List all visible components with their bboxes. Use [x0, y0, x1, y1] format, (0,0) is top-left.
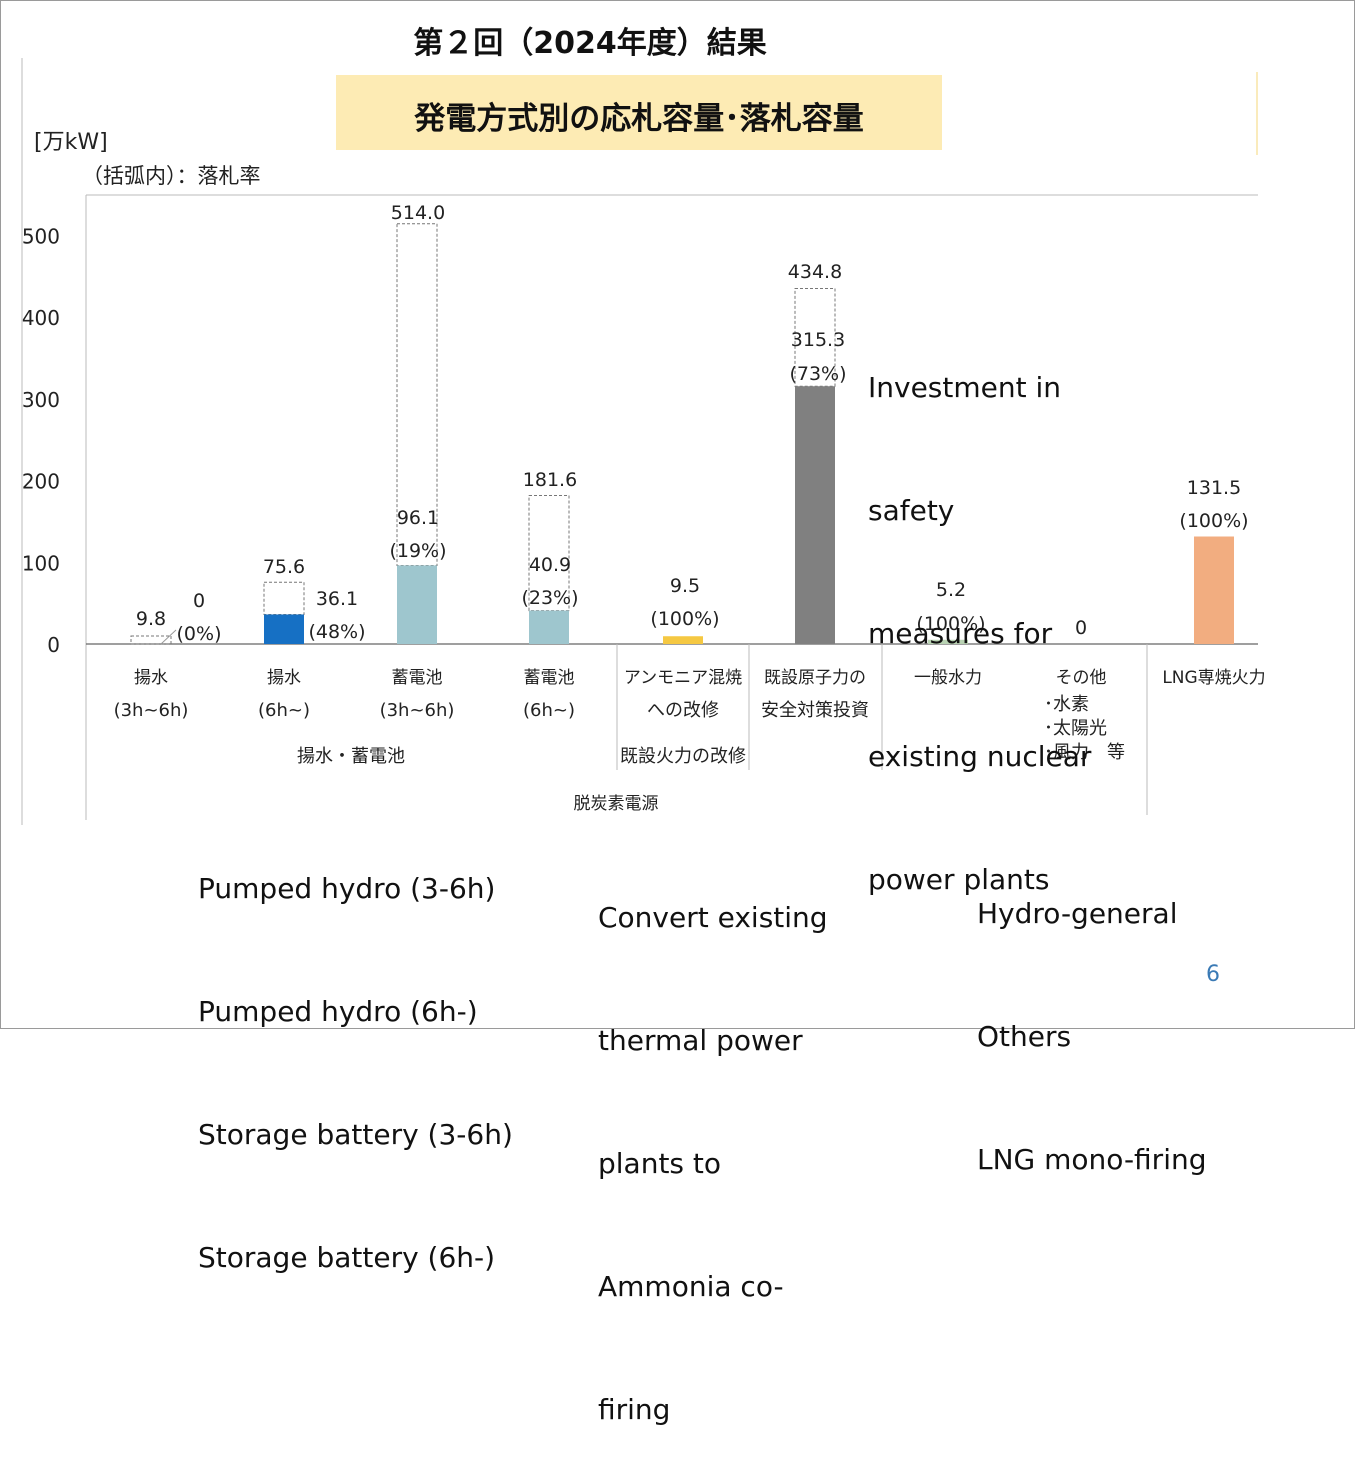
award-rate-label: (48%) [308, 621, 365, 643]
annotation-line: Ammonia co- [598, 1270, 784, 1303]
annotation-line: Storage battery (3-6h) [198, 1118, 513, 1151]
award-rate-label: (23%) [521, 587, 578, 609]
category-label: その他 [1056, 668, 1107, 688]
annotation-line: firing [598, 1393, 671, 1426]
annotation-line: measures for [868, 617, 1053, 650]
category-label: (3h~6h) [114, 700, 189, 721]
category-label: 蓄電池 [392, 668, 443, 688]
award-rate-label: (100%) [916, 613, 985, 635]
page-number: 6 [1206, 962, 1220, 987]
group-label: 揚水・蓄電池 [297, 746, 405, 767]
others-item-label: ･水素 [1044, 694, 1089, 715]
category-label: アンモニア混焼 [624, 668, 742, 688]
category-label: (3h~6h) [380, 700, 455, 721]
award-capacity-bar [928, 639, 968, 644]
annotation-line: power plants [868, 863, 1050, 896]
y-tick-label: 100 [22, 551, 60, 575]
y-tick-label: 0 [47, 633, 60, 657]
award-rate-label: (19%) [389, 540, 446, 562]
annotation-line: Others [977, 1020, 1072, 1053]
annotation-nuclear: Investment in safety measures for existi… [868, 285, 1091, 941]
award-capacity-bar [1194, 536, 1234, 644]
category-label: への改修 [647, 700, 719, 721]
y-tick-label: 500 [22, 224, 60, 248]
category-label: LNG専焼火力 [1162, 668, 1265, 688]
award-capacity-bar [795, 386, 835, 644]
annotation-others: Hydro-general Others LNG mono-firing [977, 811, 1207, 1221]
annotation-line: existing nuclear [868, 740, 1092, 773]
award-value-label: 131.5 [1187, 477, 1241, 499]
award-rate-label: (100%) [1179, 510, 1248, 532]
chart-subtitle: 発電方式別の応札容量･落札容量 [414, 101, 864, 137]
award-value-label: 315.3 [791, 329, 845, 351]
annotation-line: safety [868, 494, 955, 527]
award-value-label: 0 [1075, 617, 1087, 639]
y-tick-label: 300 [22, 388, 60, 412]
category-label: 既設原子力の [764, 668, 866, 688]
annotation-line: Storage battery (6h-) [198, 1241, 496, 1274]
y-tick-label: 400 [22, 306, 60, 330]
rate-note: （括弧内）：落札率 [82, 164, 261, 188]
award-capacity-bar [264, 614, 304, 644]
annotation-line: Hydro-general [977, 897, 1178, 930]
bid-value-label: 75.6 [263, 556, 305, 578]
award-value-label: 9.5 [670, 575, 700, 597]
award-value-label: 0 [193, 590, 205, 612]
bid-value-label: 9.8 [136, 608, 166, 630]
award-rate-label: (100%) [650, 608, 719, 630]
category-label: 揚水 [267, 668, 301, 688]
category-label: (6h~) [258, 700, 310, 721]
y-unit-label: [万kW] [34, 130, 108, 155]
bar-chart: 0 100 200 300 400 500 揚水 (3h~6h) 揚水 (6h~) 蓄電池 (3h~6… [21, 58, 1266, 825]
award-capacity-bar [397, 565, 437, 644]
award-value-label: 40.9 [529, 554, 571, 576]
bid-capacity-bar [263, 581, 305, 615]
annotation-line: plants to [598, 1147, 722, 1180]
annotation-line: Investment in [868, 371, 1062, 404]
annotation-line: LNG mono-firing [977, 1143, 1207, 1176]
award-value-label: 36.1 [316, 588, 358, 610]
category-label: (6h~) [523, 700, 575, 721]
award-value-label: 96.1 [397, 507, 439, 529]
group-label: 脱炭素電源 [574, 794, 659, 814]
award-value-label: 5.2 [936, 579, 966, 601]
award-rate-label: (73%) [789, 363, 846, 385]
annotation-line: Convert existing [598, 901, 828, 934]
subtitle-box: 発電方式別の応札容量･落札容量 [336, 75, 942, 150]
annotation-ammonia: Convert existing thermal power plants to… [598, 815, 828, 1471]
zero-award-slash [160, 629, 177, 645]
category-label: 安全対策投資 [761, 700, 869, 721]
bid-value-label: 181.6 [523, 469, 577, 491]
category-label: 揚水 [134, 668, 168, 688]
annotation-line: thermal power [598, 1024, 803, 1057]
bid-value-label: 434.8 [788, 261, 842, 283]
award-capacity-bar [529, 610, 569, 644]
y-tick-label: 200 [22, 470, 60, 494]
others-item-label: ･太陽光 [1044, 718, 1107, 739]
bid-capacity-bar [130, 635, 172, 645]
annotation-line: Pumped hydro (3-6h) [198, 872, 496, 905]
award-rate-label: (0%) [177, 623, 222, 645]
category-label: 蓄電池 [524, 668, 575, 688]
bid-capacity-bar [528, 495, 570, 612]
annotation-storage: Pumped hydro (3-6h) Pumped hydro (6h-) S… [198, 786, 513, 1319]
annotation-line: Pumped hydro (6h-) [198, 995, 478, 1028]
others-item-label: ･風力 等 [1044, 742, 1125, 763]
category-label: 一般水力 [914, 668, 982, 688]
award-capacity-bar [663, 636, 703, 644]
slide-title: 第２回（2024年度）結果 [413, 26, 767, 61]
group-label: 既設火力の改修 [620, 746, 746, 767]
bid-value-label: 514.0 [391, 202, 445, 224]
